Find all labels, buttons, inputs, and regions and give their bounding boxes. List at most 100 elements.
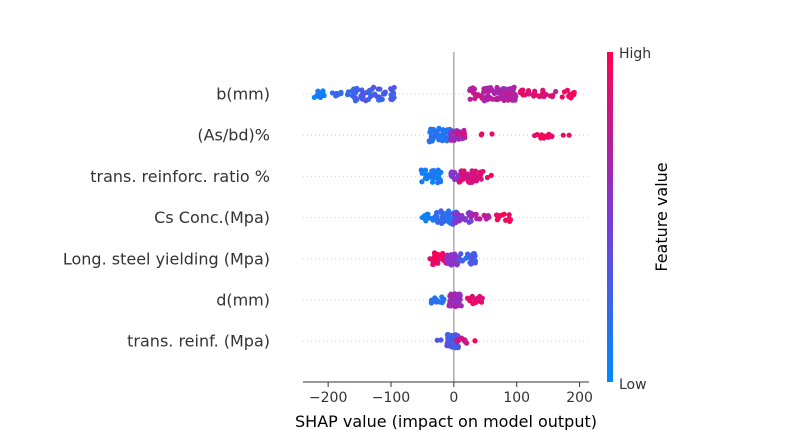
colorbar [607, 52, 613, 382]
shap-point [471, 250, 477, 257]
shap-point [446, 255, 452, 261]
shap-point [501, 211, 507, 217]
shap-point [455, 291, 462, 297]
shap-point [457, 178, 464, 184]
shap-point [438, 136, 444, 143]
shap-point [451, 220, 457, 226]
shap-point [375, 86, 381, 92]
shap-point [481, 212, 487, 218]
shap-point [441, 210, 448, 217]
x-tick-label: −200 [309, 390, 347, 406]
shap-point [560, 132, 566, 138]
shap-point [344, 92, 351, 98]
shap-point [448, 302, 454, 308]
shap-point [468, 218, 474, 224]
shap-point [508, 95, 514, 101]
x-tick-label: −100 [372, 390, 410, 406]
colorbar-high-label: High [619, 46, 651, 62]
shap-point [491, 90, 498, 97]
shap-point [436, 168, 442, 174]
shap-point [504, 89, 510, 95]
shap-point [419, 214, 425, 221]
x-tick-label: 0 [449, 390, 458, 406]
shap-point [436, 132, 442, 138]
shap-point [462, 216, 468, 222]
shap-point [478, 297, 484, 303]
shap-point [448, 130, 454, 136]
shap-point [502, 217, 509, 223]
shap-dots [311, 84, 577, 351]
shap-point [553, 88, 559, 95]
shap-point [455, 302, 461, 308]
shap-point [513, 94, 519, 100]
shap-point [454, 261, 460, 268]
shap-point [469, 179, 475, 186]
shap-point [458, 251, 464, 257]
shap-point [559, 94, 565, 100]
shap-point [531, 132, 538, 139]
shap-point [458, 213, 464, 219]
shap-point [541, 92, 547, 99]
shap-point [452, 345, 459, 351]
feature-label: Cs Conc.(Mpa) [154, 208, 270, 227]
shap-point [488, 172, 494, 178]
shap-point [426, 138, 432, 144]
shap-point [389, 96, 395, 103]
shap-point [566, 132, 572, 138]
feature-labels: b(mm) (As/bd)% trans. reinforc. ratio % Cs … [63, 85, 270, 351]
shap-point [440, 250, 446, 257]
shap-point [454, 210, 461, 216]
feature-label: (As/bd)% [197, 126, 270, 145]
shap-point [526, 91, 533, 97]
shap-point [520, 92, 526, 98]
shap-point [547, 93, 554, 99]
shap-point [468, 172, 474, 178]
shap-point [459, 172, 465, 178]
shap-point [445, 213, 451, 219]
shap-point [434, 216, 440, 222]
shap-point [472, 91, 478, 97]
shap-point [484, 174, 491, 181]
shap-point [450, 296, 456, 302]
shap-point [391, 91, 397, 97]
shap-point [448, 172, 454, 179]
shap-point [472, 168, 479, 174]
shap-point [450, 339, 456, 345]
feature-label: Long. steel yielding (Mpa) [63, 249, 270, 268]
shap-point [329, 90, 335, 96]
shap-point [376, 97, 382, 103]
shap-point [481, 98, 488, 104]
shap-point [428, 215, 435, 222]
shap-point [571, 91, 577, 98]
shap-point [474, 216, 480, 222]
shap-point [366, 90, 373, 96]
shap-point [450, 137, 456, 143]
shap-point [538, 135, 544, 141]
shap-point [429, 168, 435, 174]
feature-label: d(mm) [216, 291, 270, 310]
shap-point [445, 340, 451, 346]
shap-point [455, 130, 461, 136]
shap-point [489, 131, 495, 137]
shap-point [469, 255, 475, 261]
shap-point [355, 87, 361, 93]
shap-point [454, 339, 460, 345]
shap-point [438, 220, 445, 227]
shap-point [382, 89, 388, 95]
shap-point [434, 337, 440, 343]
shap-point [428, 172, 435, 178]
shap-point [433, 296, 439, 302]
shap-point [419, 179, 425, 185]
shap-point [485, 85, 491, 91]
shap-point [468, 261, 474, 267]
shap-point [461, 133, 467, 139]
shap-point [428, 300, 434, 306]
x-axis-ticks: −200 −100 0 100 200 [309, 382, 593, 406]
shap-point [479, 131, 485, 137]
shap-point [464, 295, 471, 301]
shap-point [532, 88, 538, 94]
shap-point [463, 255, 469, 261]
shap-point [438, 337, 444, 343]
shap-point [486, 96, 492, 102]
shap-point [472, 338, 478, 344]
